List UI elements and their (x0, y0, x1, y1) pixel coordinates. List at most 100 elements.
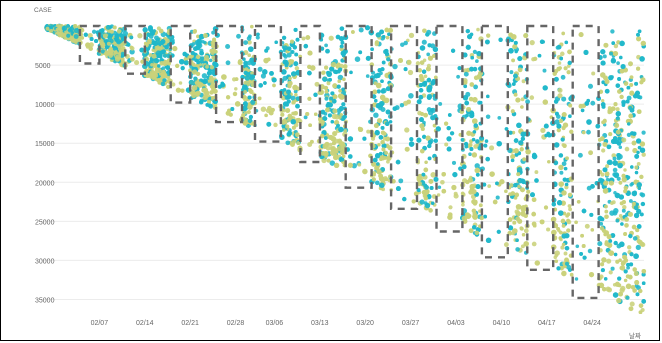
scatter-point (362, 168, 368, 175)
scatter-point (564, 261, 570, 266)
scatter-point (101, 42, 106, 47)
scatter-point (419, 60, 425, 65)
scatter-point (525, 99, 531, 105)
scatter-point (87, 32, 93, 39)
weekly-box (389, 24, 419, 211)
scatter-point (638, 303, 644, 308)
scatter-point (374, 40, 379, 45)
scatter-point (294, 93, 298, 97)
scatter-point (639, 141, 646, 147)
scatter-point (129, 49, 135, 55)
scatter-point (475, 184, 481, 190)
scatter-point (622, 254, 627, 260)
scatter-point (415, 61, 421, 66)
scatter-point (446, 146, 452, 152)
scatter-point (334, 69, 339, 75)
scatter-point (602, 141, 608, 147)
scatter-point (576, 199, 581, 204)
scatter-point (372, 157, 378, 163)
scatter-point (290, 141, 295, 147)
scatter-point (471, 225, 477, 230)
scatter-point (129, 45, 134, 50)
scatter-point (615, 218, 620, 223)
scatter-point (337, 79, 341, 84)
scatter-point (295, 96, 301, 101)
scatter-point (498, 37, 503, 42)
scatter-point (379, 94, 386, 101)
scatter-point (560, 137, 565, 142)
scatter-point (615, 129, 621, 135)
scatter-point (413, 191, 419, 197)
scatter-point (322, 76, 328, 82)
scatter-point (308, 123, 312, 128)
scatter-point (639, 147, 646, 153)
scatter-point (483, 214, 487, 219)
scatter-point (161, 49, 166, 54)
scatter-point (623, 278, 628, 283)
scatter-point (336, 84, 341, 89)
x-tick-label: 02/07 (91, 320, 109, 327)
scatter-point (421, 172, 426, 177)
x-tick-label: 04/03 (447, 320, 465, 327)
scatter-point (628, 211, 633, 217)
scatter-point (228, 112, 233, 117)
scatter-point (516, 166, 523, 173)
scatter-point (587, 83, 594, 89)
scatter-point (626, 85, 631, 90)
scatter-point (508, 48, 514, 54)
scatter-point (427, 143, 432, 149)
scatter-point (416, 137, 422, 143)
scatter-point (385, 86, 391, 92)
scatter-point (411, 199, 416, 204)
scatter-point (320, 119, 325, 125)
scatter-point (379, 182, 385, 188)
scatter-point (73, 28, 79, 34)
scatter-point (379, 29, 385, 35)
scatter-point (569, 129, 574, 134)
scatter-point (322, 116, 328, 122)
scatter-point (116, 29, 122, 34)
scatter-point (514, 49, 518, 54)
scatter-point (510, 158, 515, 163)
scatter-point (166, 84, 171, 90)
scatter-point (475, 59, 479, 63)
scatter-point (88, 46, 93, 51)
scatter-point (381, 34, 386, 39)
scatter-point (295, 103, 300, 109)
scatter-point (150, 63, 154, 67)
scatter-point (213, 62, 219, 68)
scatter-point (588, 150, 593, 156)
scatter-point (250, 71, 254, 75)
scatter-point (153, 72, 159, 79)
scatter-point (627, 122, 631, 126)
scatter-point (513, 138, 519, 143)
scatter-point (566, 228, 571, 233)
scatter-point (380, 155, 386, 161)
scatter-point (486, 94, 490, 99)
scatter-point (183, 56, 189, 62)
scatter-point (601, 286, 607, 292)
scatter-point (343, 129, 348, 133)
scatter-point (619, 201, 624, 206)
scatter-point (432, 46, 439, 53)
scatter-point (175, 63, 180, 68)
scatter-point (374, 180, 380, 186)
x-tick-label: 03/06 (266, 320, 284, 327)
scatter-point (533, 56, 538, 61)
scatter-point (513, 40, 518, 45)
scatter-point (406, 59, 412, 65)
scatter-point (553, 76, 559, 82)
scatter-point (512, 44, 518, 50)
scatter-point (486, 33, 491, 38)
scatter-point (600, 102, 606, 107)
scatter-point (243, 117, 248, 122)
scatter-point (294, 52, 299, 57)
scatter-point (635, 244, 641, 251)
scatter-point (602, 167, 608, 173)
scatter-point (603, 42, 609, 48)
scatter-point (618, 145, 623, 150)
scatter-point (426, 52, 431, 57)
scatter-point (303, 115, 308, 120)
scatter-point (289, 39, 295, 44)
scatter-point (375, 82, 382, 89)
